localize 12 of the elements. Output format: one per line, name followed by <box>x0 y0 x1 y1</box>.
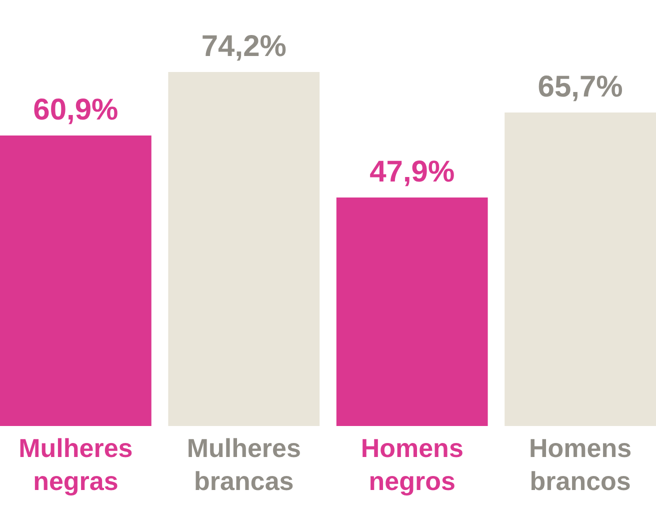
data-label: 65,7% <box>538 70 623 104</box>
x-tick-label: Homens brancos <box>529 433 632 496</box>
bar <box>504 112 656 426</box>
x-tick-label: Homens negros <box>360 433 464 496</box>
data-label: 60,9% <box>33 93 118 126</box>
x-tick-label: Mulheres brancas <box>186 433 301 496</box>
bar <box>0 135 152 426</box>
bar <box>168 72 320 426</box>
data-label: 47,9% <box>370 155 455 188</box>
bar <box>336 197 488 426</box>
x-tick-label: Mulheres negras <box>18 433 133 496</box>
data-label: 74,2% <box>201 30 286 63</box>
